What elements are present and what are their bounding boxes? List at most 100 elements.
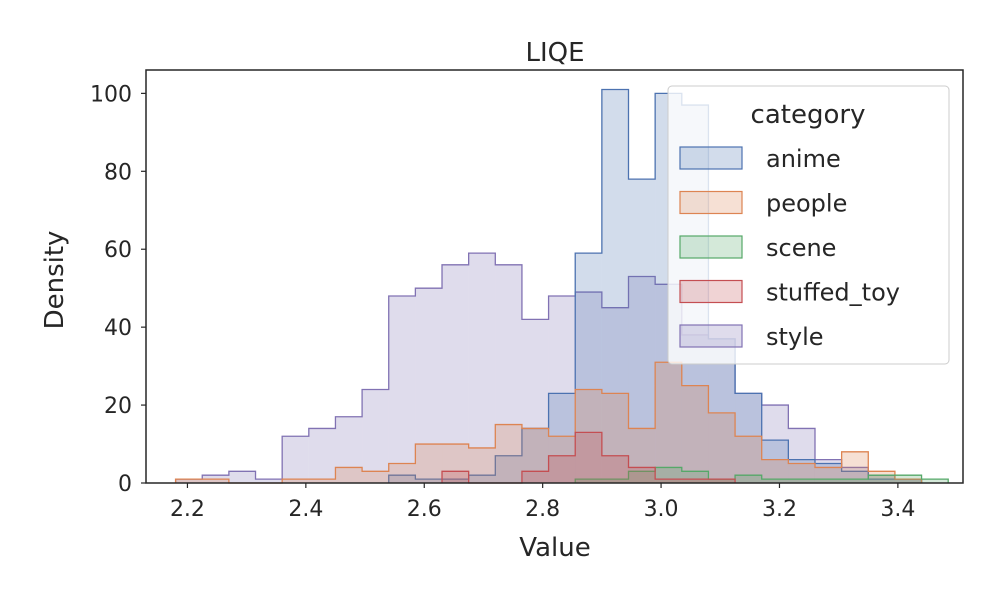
bar-fill	[442, 479, 469, 483]
bar-fill	[868, 471, 895, 483]
bar-fill	[282, 436, 309, 483]
bar-fill	[442, 471, 469, 483]
legend-item-scene: scene	[679, 234, 836, 262]
bar-fill	[335, 416, 363, 483]
bar-fill	[735, 475, 762, 483]
bar-fill	[628, 467, 656, 483]
bar-fill	[308, 428, 336, 483]
bar-fill	[708, 412, 736, 483]
bar-fill	[521, 428, 549, 483]
bar-fill	[415, 288, 443, 483]
legend-item-stuffed-toy: stuffed_toy	[679, 279, 900, 307]
bar-fill	[228, 471, 256, 483]
bar-fill	[575, 389, 602, 483]
legend-swatch	[679, 279, 743, 304]
legend-label: people	[766, 190, 847, 218]
bar-fill	[601, 393, 629, 483]
legend-label: scene	[766, 234, 836, 262]
bar-fill	[495, 424, 522, 483]
bar-fill	[601, 479, 629, 483]
bar-fill	[335, 467, 363, 483]
x-tick-label: 3.2	[762, 497, 797, 522]
y-tick-label: 20	[104, 394, 132, 419]
y-tick-label: 80	[104, 160, 132, 185]
legend-label: stuffed_toy	[766, 279, 900, 307]
bar-fill	[468, 475, 496, 483]
bar-fill	[788, 428, 815, 483]
bar-fill	[601, 455, 629, 483]
bar-fill	[761, 459, 789, 483]
bar-fill	[681, 385, 709, 483]
bar-fill	[575, 292, 602, 483]
bars-layer	[174, 88, 949, 484]
bar-fill	[681, 471, 709, 483]
bar-fill	[868, 479, 895, 483]
bar-fill	[442, 264, 469, 483]
legend-label: anime	[766, 145, 841, 173]
bar-fill	[894, 479, 922, 483]
legend-swatch	[679, 146, 743, 170]
bar-fill	[655, 362, 682, 483]
bar-fill	[788, 459, 815, 483]
bar-fill	[814, 459, 842, 483]
bar-fill	[894, 479, 922, 483]
bar-fill	[388, 475, 416, 483]
bar-fill	[468, 447, 496, 483]
series-people	[174, 361, 923, 484]
bar-fill	[415, 444, 443, 483]
x-tick-label: 2.4	[288, 497, 323, 522]
bar-fill	[814, 479, 842, 483]
bar-fill	[388, 463, 416, 483]
bar-fill	[735, 393, 762, 483]
bar-fill	[521, 471, 549, 483]
bar-fill	[894, 479, 922, 483]
bar-fill	[468, 253, 496, 483]
bar-outline	[388, 88, 923, 483]
bar-fill	[841, 451, 869, 483]
x-tick-label: 3.0	[644, 497, 679, 522]
bar-fill	[841, 479, 869, 483]
bar-fill	[255, 479, 283, 483]
bar-fill	[894, 475, 922, 483]
legend-swatch	[679, 324, 743, 348]
bar-fill	[841, 471, 869, 483]
bar-fill	[708, 479, 736, 483]
bar-outline	[174, 252, 923, 483]
bar-fill	[575, 432, 602, 483]
x-tick-label: 3.4	[880, 497, 915, 522]
bar-fill	[521, 319, 549, 483]
legend-item-anime: anime	[679, 145, 841, 173]
legend-swatch	[679, 235, 743, 259]
bar-fill	[548, 455, 576, 483]
bar-fill	[388, 295, 416, 483]
bar-fill	[548, 436, 576, 483]
legend-label: style	[766, 323, 824, 351]
bar-fill	[761, 479, 789, 483]
legend-title: category	[751, 100, 866, 130]
plot-frame	[145, 69, 964, 484]
bar-outline	[174, 361, 923, 484]
bar-fill	[548, 295, 576, 483]
legend: category anime people scene stuffed_toystyl…	[667, 85, 950, 365]
bar-fill	[575, 479, 602, 483]
bar-fill	[655, 479, 682, 483]
bar-fill	[175, 479, 203, 483]
bar-fill	[282, 479, 309, 483]
bar-fill	[548, 393, 576, 483]
series-style	[174, 252, 923, 483]
legend-frame	[667, 85, 950, 365]
bar-fill	[601, 89, 629, 483]
legend-item-style: style	[679, 323, 824, 351]
y-axis-title: Density	[40, 231, 70, 330]
bar-fill	[362, 389, 389, 483]
axes-layer: 2.2 2.4 2.6 2.8 3.0 3.2 3.4 0 20 40 60 80 100	[90, 69, 964, 522]
bar-fill	[628, 428, 656, 483]
bar-fill	[175, 479, 203, 483]
bar-outline	[574, 466, 949, 483]
y-tick-label: 100	[90, 82, 132, 107]
bar-fill	[788, 463, 815, 483]
x-tick-label: 2.8	[525, 497, 560, 522]
bar-fill	[521, 428, 549, 483]
bar-fill	[788, 479, 815, 483]
